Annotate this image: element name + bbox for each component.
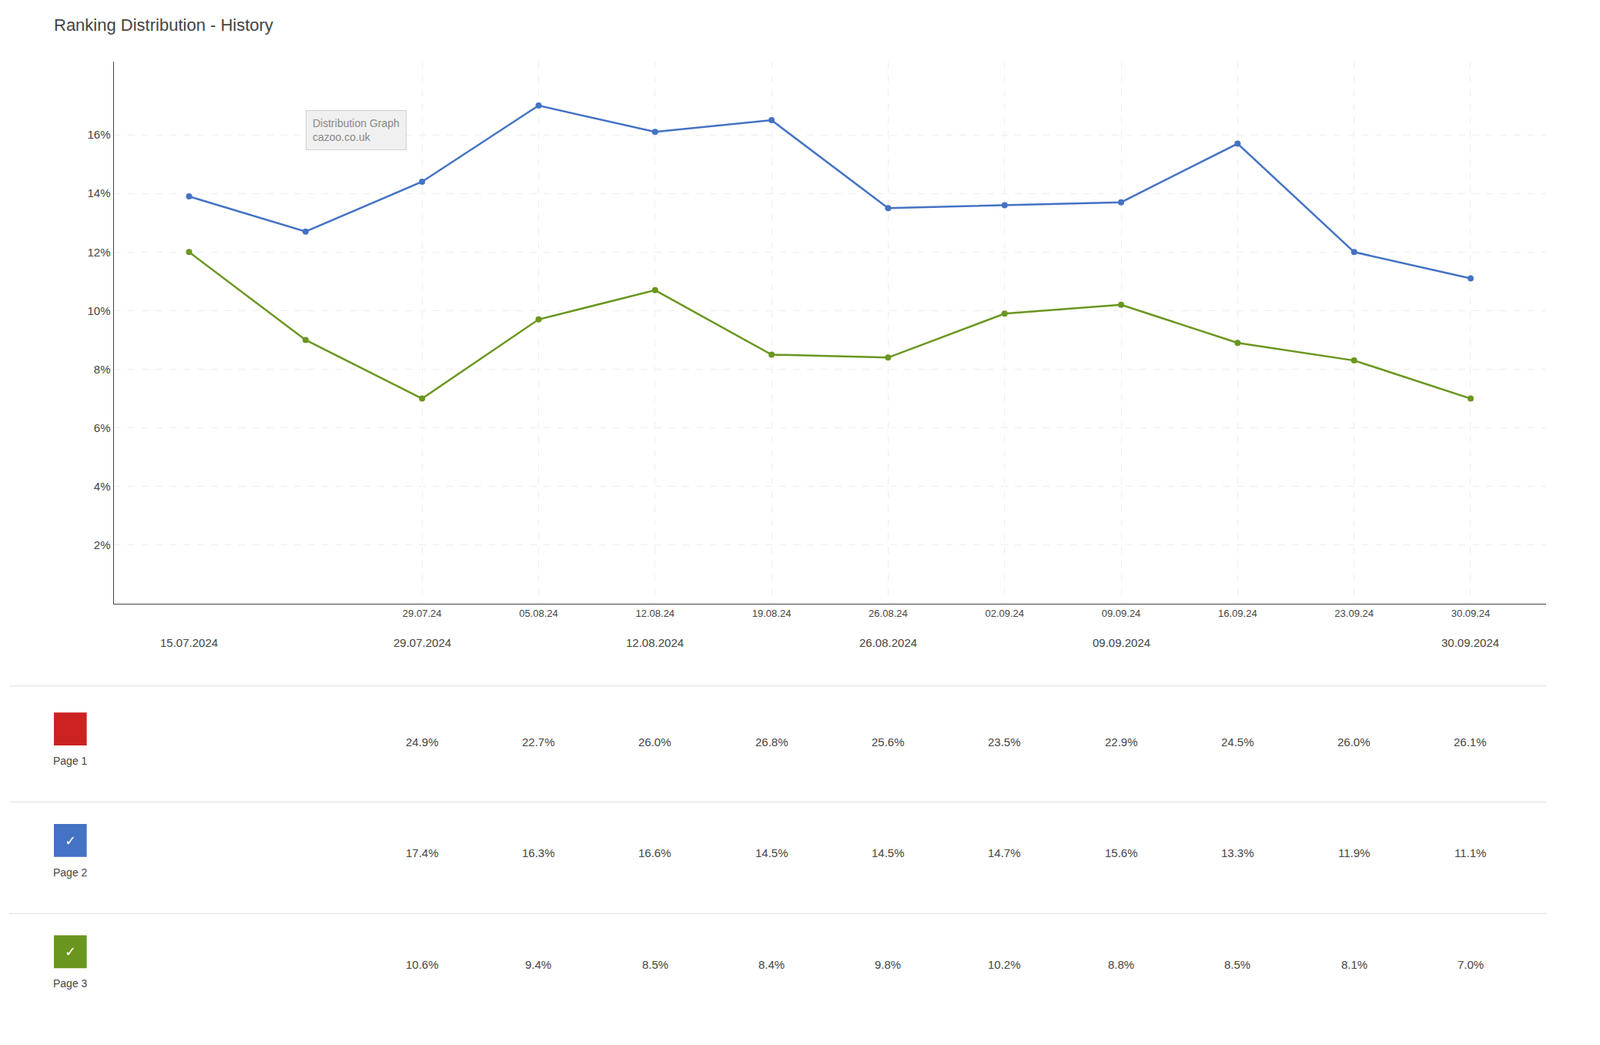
svg-text:4%: 4% (93, 479, 111, 493)
svg-text:16.09.24: 16.09.24 (1218, 607, 1258, 620)
svg-text:12.08.2024: 12.08.2024 (625, 635, 684, 650)
svg-text:2%: 2% (93, 538, 111, 552)
svg-text:8.5%: 8.5% (642, 957, 669, 971)
svg-text:26.0%: 26.0% (638, 735, 672, 749)
svg-text:6%: 6% (93, 421, 111, 435)
svg-text:14.5%: 14.5% (755, 846, 789, 860)
svg-text:7.0%: 7.0% (1457, 957, 1484, 971)
svg-text:22.9%: 22.9% (1104, 735, 1139, 749)
svg-text:17.4%: 17.4% (405, 846, 439, 860)
svg-text:11.9%: 11.9% (1338, 846, 1370, 860)
svg-text:26.08.2024: 26.08.2024 (859, 635, 918, 650)
svg-text:22.7%: 22.7% (522, 735, 556, 749)
svg-text:24.9%: 24.9% (405, 735, 439, 749)
svg-text:26.08.24: 26.08.24 (868, 607, 908, 620)
svg-text:29.07.2024: 29.07.2024 (393, 635, 452, 650)
svg-text:30.09.2024: 30.09.2024 (1441, 635, 1500, 650)
svg-text:12%: 12% (87, 245, 111, 259)
svg-text:14.7%: 14.7% (987, 846, 1021, 860)
svg-text:16.6%: 16.6% (638, 846, 672, 860)
svg-text:✓: ✓ (64, 832, 77, 849)
svg-text:23.09.24: 23.09.24 (1334, 607, 1374, 620)
svg-text:23.5%: 23.5% (987, 735, 1021, 749)
svg-text:8.5%: 8.5% (1224, 957, 1251, 971)
svg-text:15.6%: 15.6% (1104, 846, 1139, 860)
svg-text:26.1%: 26.1% (1453, 735, 1487, 749)
svg-text:02.09.24: 02.09.24 (984, 607, 1025, 620)
svg-text:09.09.2024: 09.09.2024 (1092, 635, 1151, 650)
svg-text:8.4%: 8.4% (758, 957, 785, 971)
svg-text:16%: 16% (87, 127, 111, 141)
svg-text:9.8%: 9.8% (874, 957, 901, 971)
svg-text:15.07.2024: 15.07.2024 (160, 635, 218, 650)
svg-text:30.09.24: 30.09.24 (1451, 607, 1491, 620)
svg-text:19.08.24: 19.08.24 (752, 607, 792, 620)
svg-text:8.8%: 8.8% (1107, 957, 1135, 971)
svg-text:8.1%: 8.1% (1341, 957, 1368, 971)
svg-text:26.8%: 26.8% (755, 735, 789, 749)
svg-text:Ranking Distribution - History: Ranking Distribution - History (53, 15, 274, 35)
svg-text:13.3%: 13.3% (1221, 846, 1255, 860)
svg-text:29.07.24: 29.07.24 (402, 607, 442, 620)
svg-text:05.08.24: 05.08.24 (518, 607, 559, 620)
svg-text:10.6%: 10.6% (405, 957, 439, 971)
svg-text:25.6%: 25.6% (871, 735, 905, 749)
svg-text:26.0%: 26.0% (1337, 735, 1371, 749)
svg-text:09.09.24: 09.09.24 (1101, 607, 1142, 620)
svg-text:8%: 8% (93, 362, 111, 376)
svg-text:24.5%: 24.5% (1221, 735, 1255, 749)
svg-text:Page 2: Page 2 (53, 866, 88, 879)
svg-text:16.3%: 16.3% (522, 846, 556, 860)
svg-text:11.1%: 11.1% (1454, 846, 1487, 860)
svg-text:10.2%: 10.2% (987, 957, 1021, 971)
svg-text:10%: 10% (87, 304, 111, 318)
svg-text:14%: 14% (87, 186, 111, 200)
svg-text:14.5%: 14.5% (871, 846, 905, 860)
svg-text:Page 3: Page 3 (53, 977, 88, 990)
svg-text:Distribution Graphcazoo.co.uk: Distribution Graphcazoo.co.uk (312, 117, 400, 144)
svg-text:✓: ✓ (64, 943, 77, 960)
svg-text:12.08.24: 12.08.24 (635, 607, 675, 620)
svg-text:Page 1: Page 1 (53, 754, 88, 767)
svg-text:9.4%: 9.4% (525, 957, 552, 971)
